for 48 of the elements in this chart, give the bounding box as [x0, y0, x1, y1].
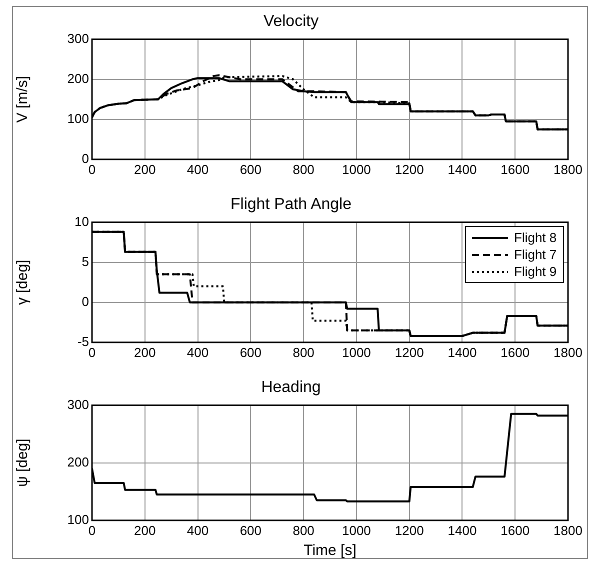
x-tick-label: 1800	[554, 162, 582, 177]
chart-title: Flight Path Angle	[230, 196, 352, 214]
legend-label: Flight 7	[514, 246, 557, 264]
x-tick-label: 1400	[448, 344, 477, 360]
y-tick-label: 100	[67, 110, 89, 126]
x-tick-label: 1800	[554, 344, 582, 360]
y-tick-label: 10	[74, 214, 89, 229]
x-tick-label: 800	[292, 344, 314, 360]
x-tick-label: 400	[186, 344, 209, 360]
y-tick-label: 0	[82, 294, 89, 309]
y-tick-label: 300	[67, 396, 89, 412]
chart-title: Velocity	[263, 13, 319, 30]
x-tick-label: 200	[134, 344, 156, 360]
x-tick-label: 1000	[342, 522, 371, 538]
y-tick-label: 100	[67, 512, 89, 527]
x-tick-label: 1600	[500, 522, 530, 538]
y-tick-label: -5	[77, 334, 89, 349]
x-tick-label: 1200	[394, 162, 424, 177]
y-axis-title: γ [deg]	[14, 260, 32, 305]
x-tick-label: 600	[240, 344, 262, 360]
x-tick-label: 200	[134, 522, 156, 538]
y-tick-label: 200	[67, 454, 89, 470]
x-tick-label: 1600	[500, 162, 530, 177]
chart-title: Heading	[261, 379, 321, 396]
x-tick-label: 1000	[342, 162, 371, 177]
x-tick-label: 800	[292, 522, 314, 538]
x-tick-label: 600	[240, 522, 262, 538]
y-axis-title: ψ [deg]	[14, 438, 32, 487]
x-tick-label: 1600	[500, 344, 530, 360]
y-tick-label: 200	[67, 70, 89, 86]
x-tick-label: 1200	[394, 344, 424, 360]
x-tick-label: 400	[186, 162, 209, 177]
x-axis-title: Time [s]	[304, 542, 356, 560]
x-tick-label: 200	[134, 162, 156, 177]
x-tick-label: 1000	[342, 344, 371, 360]
x-tick-label: 1400	[448, 162, 477, 177]
y-axis-title: V [m/s]	[14, 76, 32, 123]
x-tick-label: 800	[292, 162, 314, 177]
x-tick-label: 600	[240, 162, 262, 177]
x-tick-label: 400	[186, 522, 209, 538]
y-tick-label: 300	[67, 30, 89, 46]
legend-label: Flight 8	[514, 229, 557, 246]
x-tick-label: 1200	[394, 522, 424, 538]
x-tick-label: 1400	[448, 522, 477, 538]
x-tick-label: 1800	[554, 522, 582, 538]
y-tick-label: 5	[82, 254, 89, 269]
legend-label: Flight 9	[514, 263, 557, 280]
y-tick-label: 0	[82, 150, 89, 166]
